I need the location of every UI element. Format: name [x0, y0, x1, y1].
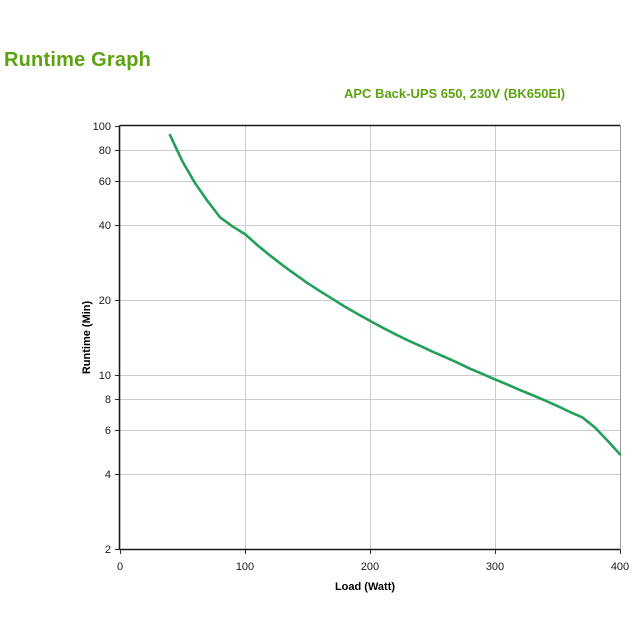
y-tick-label: 6	[105, 425, 111, 437]
tick-marks	[115, 126, 621, 554]
x-tick-label: 200	[361, 561, 379, 573]
axis-titles: Load (Watt) Runtime (Min)	[81, 301, 395, 593]
x-tick-label: 400	[611, 561, 629, 573]
page-title: Runtime Graph	[4, 49, 152, 71]
y-tick-label: 20	[99, 295, 111, 307]
y-tick-label: 8	[105, 394, 111, 406]
y-axis-title: Runtime (Min)	[81, 301, 93, 375]
y-tick-label: 40	[99, 220, 111, 232]
y-tick-label: 10	[99, 370, 111, 382]
y-tick-label: 4	[105, 469, 111, 481]
x-tick-label: 0	[117, 561, 123, 573]
chart-title: APC Back-UPS 650, 230V (BK650EI)	[344, 86, 566, 101]
axis-tick-labels: 2 4 6 8 10 20 40 60 80 100 0 100 200 300 400	[93, 121, 630, 573]
data-line	[168, 133, 622, 456]
y-tick-label: 100	[93, 121, 111, 133]
grid-lines	[120, 126, 620, 549]
y-tick-label: 80	[99, 145, 111, 157]
plot-frame	[118, 124, 621, 551]
x-tick-label: 300	[486, 561, 504, 573]
y-tick-label: 60	[99, 176, 111, 188]
y-tick-label: 2	[105, 544, 111, 556]
x-axis-title: Load (Watt)	[335, 581, 395, 593]
x-tick-label: 100	[236, 561, 254, 573]
